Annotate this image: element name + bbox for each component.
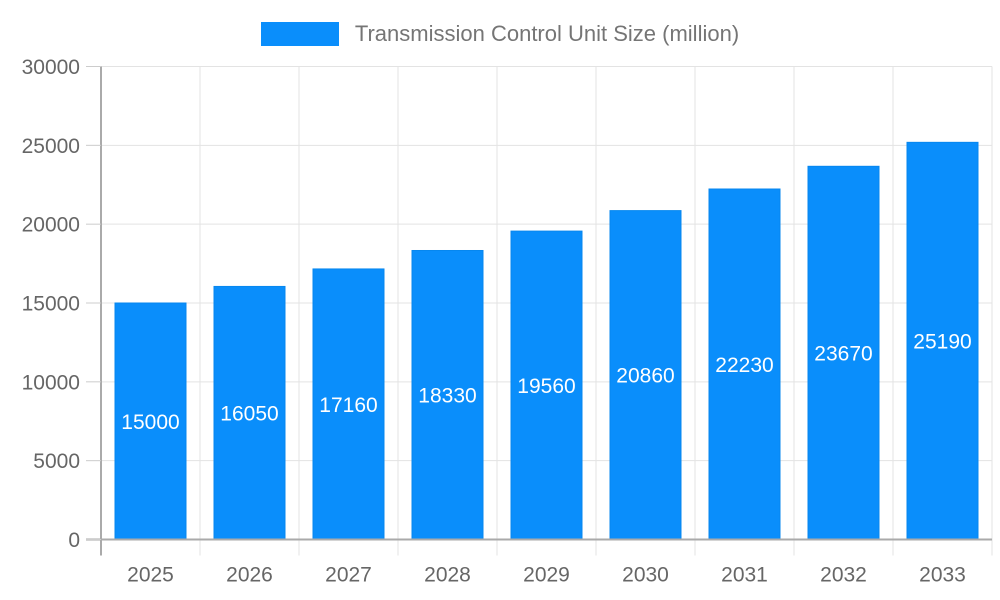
bar [906, 141, 979, 540]
y-tick-label: 30000 [22, 56, 80, 79]
y-tick-label: 15000 [22, 293, 80, 316]
bar [609, 210, 682, 540]
bar [114, 302, 187, 540]
x-tick-label: 2027 [325, 564, 372, 587]
x-tick-label: 2025 [127, 564, 174, 587]
bar [213, 285, 286, 540]
bar-value-label: 15000 [121, 411, 179, 434]
bar [411, 249, 484, 540]
x-tick-label: 2026 [226, 564, 273, 587]
bar [807, 165, 880, 540]
bar-value-label: 25190 [913, 330, 971, 353]
chart-legend: Transmission Control Unit Size (million) [0, 21, 1000, 47]
y-tick-label: 25000 [22, 135, 80, 158]
y-tick-label: 5000 [33, 450, 80, 473]
bar-value-label: 20860 [616, 365, 674, 388]
x-tick-label: 2028 [424, 564, 471, 587]
legend-color-swatch [260, 22, 339, 46]
bar [510, 230, 583, 540]
y-tick-label: 10000 [22, 371, 80, 394]
bar-value-label: 22230 [715, 354, 773, 377]
bar-value-label: 23670 [814, 342, 872, 365]
bar [708, 188, 781, 541]
bar [312, 268, 385, 540]
bar-value-label: 18330 [418, 385, 476, 408]
bar-value-label: 19560 [517, 375, 575, 398]
bar-value-label: 17160 [319, 394, 377, 417]
x-tick-label: 2031 [721, 564, 768, 587]
y-tick-label: 0 [68, 529, 80, 552]
x-tick-label: 2029 [523, 564, 570, 587]
bar-value-label: 16050 [220, 403, 278, 426]
x-tick-label: 2030 [622, 564, 669, 587]
x-tick-label: 2033 [919, 564, 966, 587]
legend-series-label: Transmission Control Unit Size (million) [354, 21, 740, 46]
x-tick-label: 2032 [820, 564, 867, 587]
y-tick-label: 20000 [22, 214, 80, 237]
